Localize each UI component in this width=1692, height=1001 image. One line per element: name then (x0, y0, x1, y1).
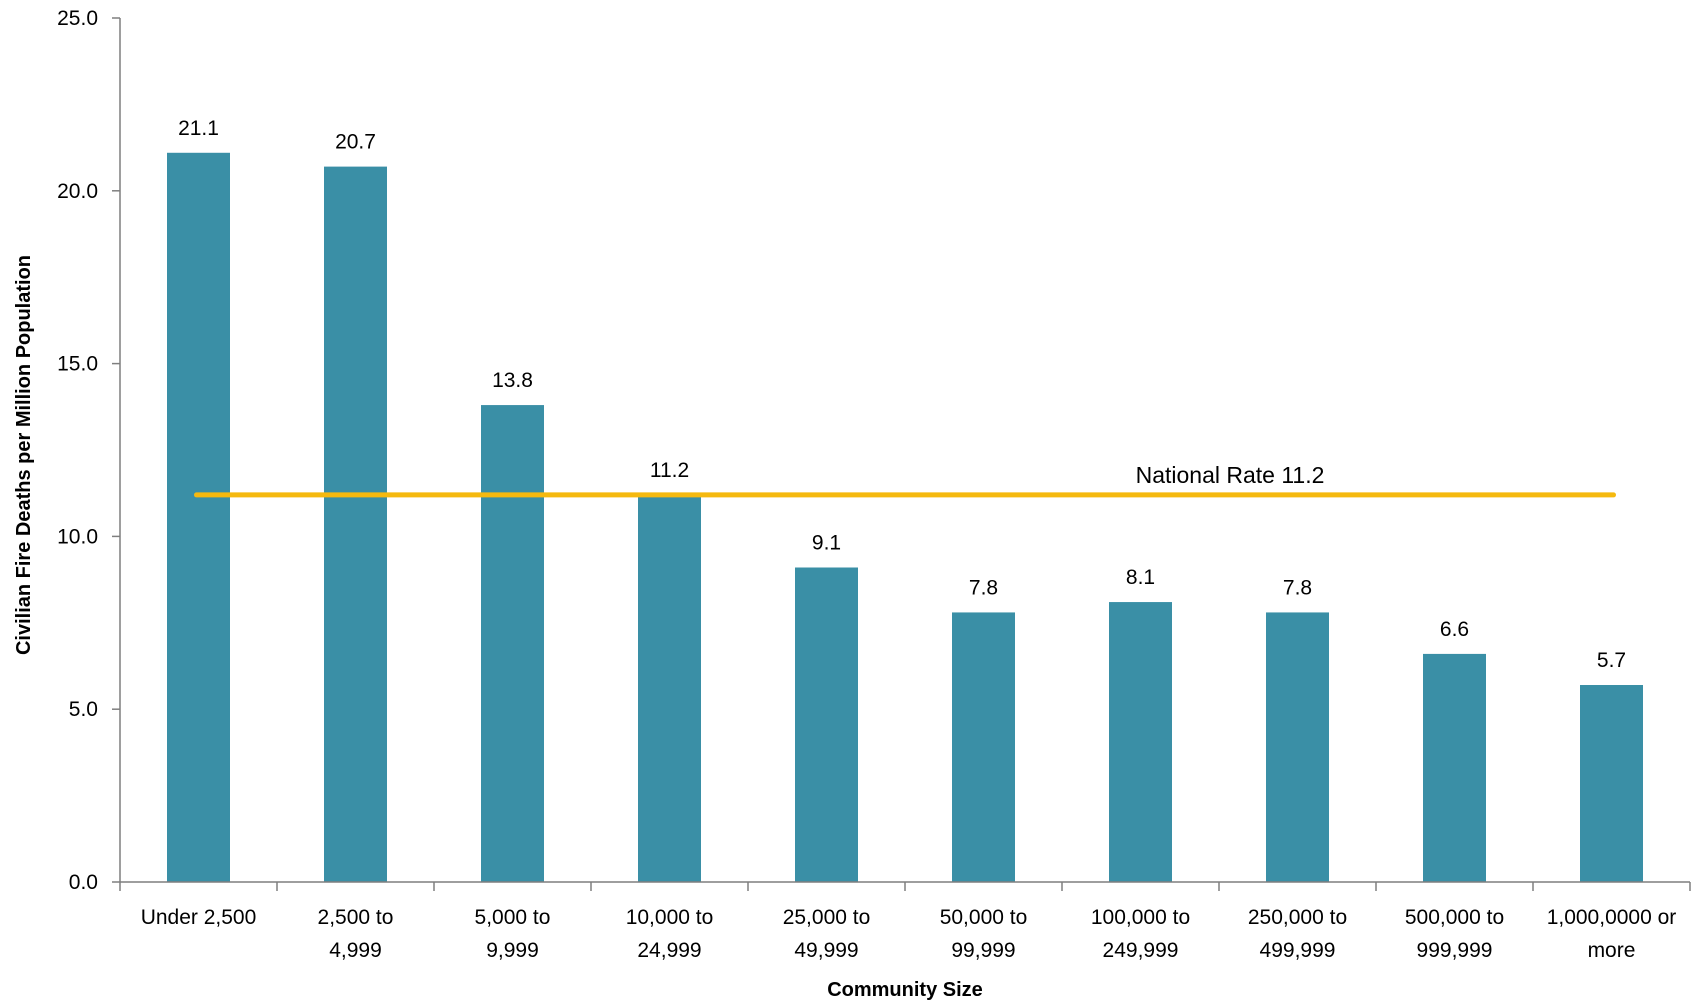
x-axis-title: Community Size (827, 979, 983, 1001)
x-category-label-line: 24,999 (637, 939, 701, 962)
national-rate-label: National Rate 11.2 (1136, 462, 1325, 488)
bar-data-label: 21.1 (178, 117, 219, 140)
bar (1423, 653, 1486, 882)
x-category-label-line: 499,999 (1260, 939, 1336, 962)
bar-data-label: 13.8 (492, 369, 533, 392)
x-category-label-line: 99,999 (951, 939, 1015, 962)
bar-data-label: 9.1 (812, 532, 841, 555)
x-category-label-line: Under 2,500 (141, 906, 257, 929)
bar (1580, 685, 1643, 882)
x-category-label-line: 999,999 (1417, 939, 1493, 962)
bar-data-label: 20.7 (335, 131, 376, 154)
national-rate-line-group: National Rate 11.2 (194, 462, 1616, 498)
y-axis-ticks: 0.0 5.0 10.0 15.0 20.0 25.0 (57, 7, 120, 894)
y-tick-label: 25.0 (57, 7, 98, 30)
y-tick-label: 10.0 (57, 525, 98, 548)
x-category-label: 10,000 to 24,999 (626, 906, 714, 962)
x-axis-categories: Under 2,500 2,500 to 4,999 5,000 to 9,999 10,… (141, 906, 1677, 962)
x-category-label: 50,000 to 99,999 (940, 906, 1028, 962)
bar-data-label: 7.8 (969, 576, 998, 599)
x-category-label-line: 5,000 to (475, 906, 551, 929)
x-category-label-line: more (1588, 939, 1636, 962)
x-category-label-line: 49,999 (794, 939, 858, 962)
x-category-label: 100,000 to 249,999 (1091, 906, 1190, 962)
bar (167, 152, 230, 882)
bars (167, 152, 1643, 882)
bar-data-label: 5.7 (1597, 649, 1626, 672)
y-tick-label: 0.0 (69, 871, 98, 894)
x-category-label: 250,000 to 499,999 (1248, 906, 1347, 962)
x-category-label-line: 2,500 to (318, 906, 394, 929)
x-category-label-line: 100,000 to (1091, 906, 1190, 929)
x-category-label-line: 1,000,0000 or (1547, 906, 1677, 929)
bar (1109, 602, 1172, 882)
y-tick-label: 20.0 (57, 180, 98, 203)
bar-data-label: 11.2 (650, 459, 689, 482)
x-category-label: 5,000 to 9,999 (475, 906, 551, 962)
x-category-label-line: 249,999 (1103, 939, 1179, 962)
bar (795, 567, 858, 882)
data-labels: 21.1 20.7 13.8 11.2 9.1 7.8 8.1 7.8 6.6 5.7 (178, 117, 1626, 672)
bar-data-label: 8.1 (1126, 566, 1155, 589)
x-category-label-line: 10,000 to (626, 906, 714, 929)
x-category-label-line: 500,000 to (1405, 906, 1504, 929)
x-category-label: 2,500 to 4,999 (318, 906, 394, 962)
x-category-label: 25,000 to 49,999 (783, 906, 871, 962)
bar-data-label: 6.6 (1440, 618, 1469, 641)
bar (638, 494, 701, 882)
x-category-label-line: 4,999 (329, 939, 382, 962)
x-category-label-line: 250,000 to (1248, 906, 1347, 929)
x-category-label-line: 9,999 (486, 939, 539, 962)
bar (952, 612, 1015, 882)
x-category-label: 500,000 to 999,999 (1405, 906, 1504, 962)
bar-data-label: 7.8 (1283, 576, 1312, 599)
bar (324, 166, 387, 882)
x-category-label-line: 25,000 to (783, 906, 871, 929)
x-category-label-line: 50,000 to (940, 906, 1028, 929)
bar (1266, 612, 1329, 882)
x-category-label: Under 2,500 (141, 906, 257, 929)
y-tick-label: 5.0 (69, 698, 98, 721)
y-axis-title: Civilian Fire Deaths per Million Populat… (13, 255, 35, 655)
x-category-label: 1,000,0000 or more (1547, 906, 1677, 962)
y-tick-label: 15.0 (57, 353, 98, 376)
axes (119, 18, 1691, 891)
bar (481, 405, 544, 882)
